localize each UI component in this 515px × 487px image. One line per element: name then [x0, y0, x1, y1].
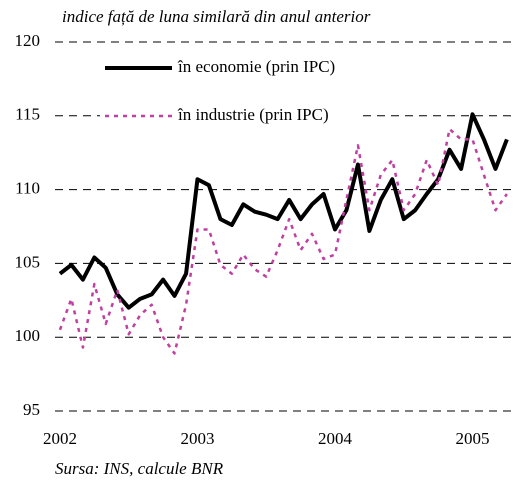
- x-tick-label: 2005: [456, 429, 490, 448]
- legend-label: în economie (prin IPC): [177, 57, 335, 76]
- source-note: Sursa: INS, calcule BNR: [55, 459, 224, 478]
- y-tick-label: 115: [15, 105, 40, 124]
- series-line: [58, 127, 508, 355]
- x-tick-label: 2003: [180, 429, 214, 448]
- y-tick-label: 95: [23, 400, 40, 419]
- legend-label: în industrie (prin IPC): [177, 105, 329, 124]
- y-tick-label: 100: [15, 326, 41, 345]
- y-tick-label: 105: [15, 252, 41, 271]
- chart-title: indice față de luna similară din anul an…: [62, 7, 371, 26]
- x-tick-label: 2002: [43, 429, 77, 448]
- x-tick-label: 2004: [318, 429, 353, 448]
- y-tick-label: 120: [15, 31, 41, 50]
- y-tick-label: 110: [15, 179, 40, 198]
- series-line: [58, 112, 509, 310]
